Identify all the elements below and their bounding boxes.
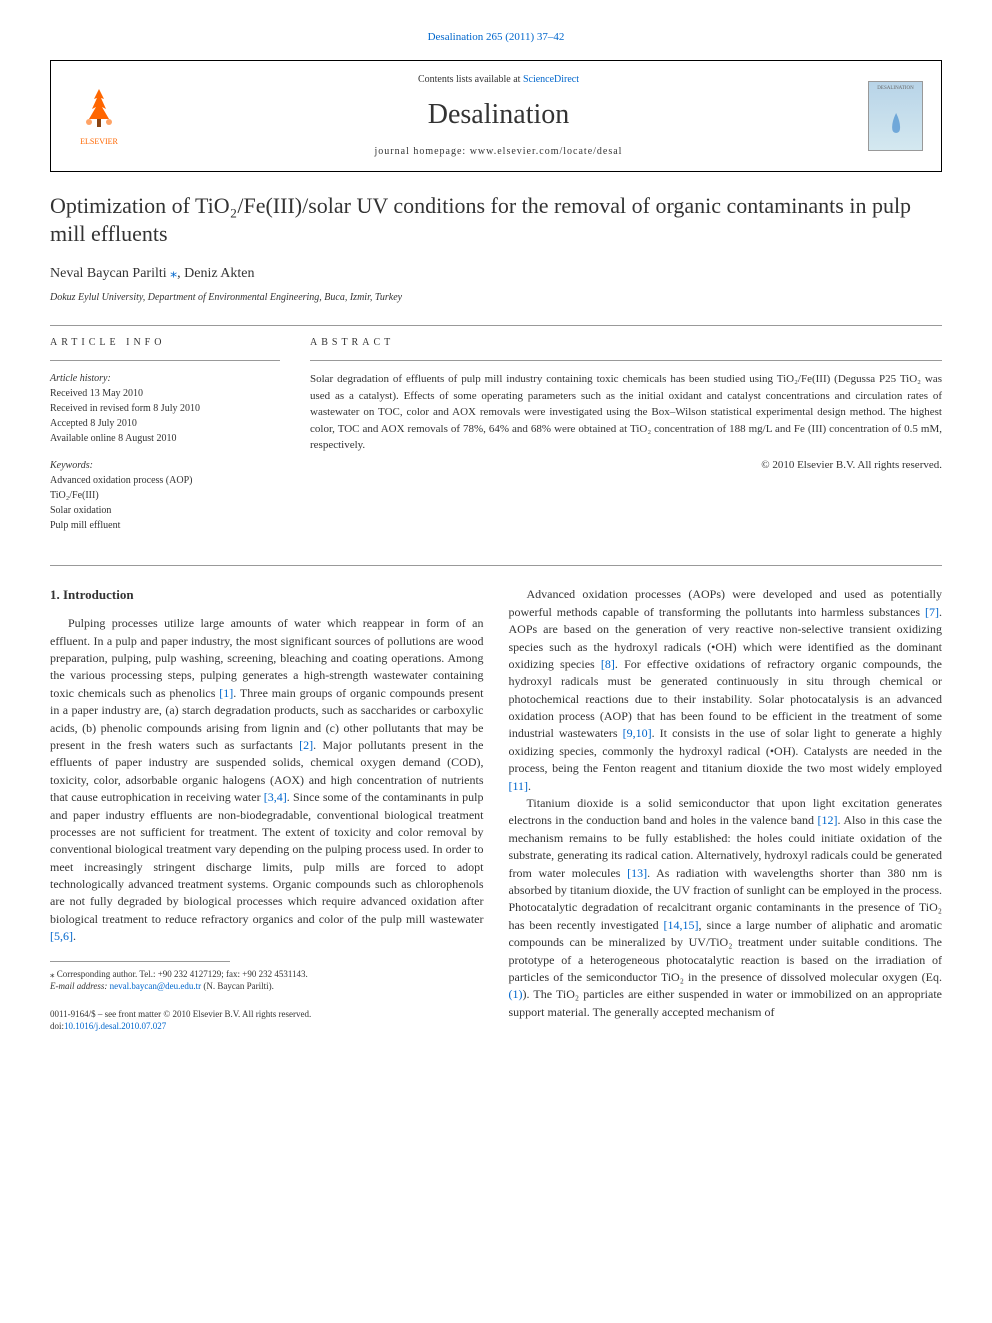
article-info-column: article info Article history: Received 1… (50, 336, 280, 545)
cite-3[interactable]: [3,4] (264, 790, 287, 804)
info-divider-1 (50, 360, 280, 361)
cite-2[interactable]: [2] (299, 738, 313, 752)
revised-date: Received in revised form 8 July 2010 (50, 401, 280, 416)
cite-10[interactable]: [13] (627, 866, 647, 880)
p1-text-e: . (73, 929, 76, 943)
abstract-column: abstract Solar degradation of effluents … (310, 336, 942, 545)
cite-9[interactable]: [12] (818, 813, 838, 827)
received-date: Received 13 May 2010 (50, 386, 280, 401)
journal-header-box: ELSEVIER Contents lists available at Sci… (50, 60, 942, 171)
online-date: Available online 8 August 2010 (50, 431, 280, 446)
divider-top (50, 325, 942, 326)
contents-prefix: Contents lists available at (418, 74, 523, 85)
paragraph-3: Titanium dioxide is a solid semiconducto… (509, 795, 943, 1021)
article-title: Optimization of TiO₂/Fe(III)/solar UV co… (50, 192, 942, 249)
footer-divider (50, 961, 230, 962)
cite-5[interactable]: [7] (925, 605, 939, 619)
paragraph-1: Pulping processes utilize large amounts … (50, 615, 484, 945)
email-label: E-mail address: (50, 981, 107, 991)
issn-line: 0011-9164/$ – see front matter © 2010 El… (50, 1008, 484, 1021)
cite-12[interactable]: (1) (509, 987, 523, 1001)
p3-text-e: ). The TiO₂ particles are either suspend… (509, 987, 943, 1018)
cite-8[interactable]: [11] (509, 779, 529, 793)
journal-reference: Desalination 265 (2011) 37–42 (50, 30, 942, 45)
contents-available-line: Contents lists available at ScienceDirec… (129, 73, 868, 87)
keyword-1: Advanced oxidation process (AOP) (50, 473, 280, 488)
abstract-text: Solar degradation of effluents of pulp m… (310, 371, 942, 454)
doi-label: doi: (50, 1021, 64, 1031)
cite-4[interactable]: [5,6] (50, 929, 73, 943)
cite-7[interactable]: [9,10] (623, 726, 652, 740)
author-1: Neval Baycan Parilti (50, 266, 170, 281)
history-label: Article history: (50, 371, 280, 386)
elsevier-label: ELSEVIER (80, 136, 118, 147)
p2-text-a: Advanced oxidation processes (AOPs) were… (509, 587, 943, 618)
keyword-3: Solar oxidation (50, 503, 280, 518)
cover-droplet-icon (869, 105, 924, 145)
abstract-copyright: © 2010 Elsevier B.V. All rights reserved… (310, 458, 942, 473)
journal-title: Desalination (129, 95, 868, 134)
affiliation: Dokuz Eylul University, Department of En… (50, 291, 942, 305)
abstract-header: abstract (310, 336, 942, 350)
elsevier-tree-icon (74, 84, 124, 134)
author-2: , Deniz Akten (177, 266, 254, 281)
journal-homepage: journal homepage: www.elsevier.com/locat… (129, 145, 868, 159)
keyword-4: Pulp mill effluent (50, 518, 280, 533)
header-center: Contents lists available at ScienceDirec… (129, 73, 868, 158)
keywords-label: Keywords: (50, 458, 280, 473)
section-1-title: 1. Introduction (50, 586, 484, 605)
email-link[interactable]: neval.baycan@deu.edu.tr (110, 981, 202, 991)
corresponding-author-note: ⁎ Corresponding author. Tel.: +90 232 41… (50, 968, 484, 993)
article-info-header: article info (50, 336, 280, 350)
info-abstract-row: article info Article history: Received 1… (50, 336, 942, 545)
cover-label: DESALINATION (869, 82, 922, 92)
cite-11[interactable]: [14,15] (664, 918, 699, 932)
accepted-date: Accepted 8 July 2010 (50, 416, 280, 431)
authors-line: Neval Baycan Parilti ⁎, Deniz Akten (50, 264, 942, 284)
corr-text: ⁎ Corresponding author. Tel.: +90 232 41… (50, 968, 484, 981)
paragraph-2: Advanced oxidation processes (AOPs) were… (509, 586, 943, 795)
elsevier-logo: ELSEVIER (69, 81, 129, 151)
sciencedirect-link[interactable]: ScienceDirect (523, 74, 579, 85)
abstract-divider (310, 360, 942, 361)
keyword-2: TiO₂/Fe(III) (50, 488, 280, 503)
main-body-columns: 1. Introduction Pulping processes utiliz… (50, 586, 942, 1033)
cite-6[interactable]: [8] (601, 657, 615, 671)
main-divider (50, 565, 942, 566)
journal-cover-thumbnail: DESALINATION (868, 81, 923, 151)
email-suffix: (N. Baycan Parilti). (201, 981, 274, 991)
keywords-block: Keywords: Advanced oxidation process (AO… (50, 458, 280, 533)
cite-1[interactable]: [1] (219, 686, 233, 700)
article-history: Article history: Received 13 May 2010 Re… (50, 371, 280, 446)
bottom-publication-info: 0011-9164/$ – see front matter © 2010 El… (50, 1008, 484, 1033)
p2-text-e: . (528, 779, 531, 793)
p1-text-d: . Since some of the contaminants in pulp… (50, 790, 484, 926)
doi-link[interactable]: 10.1016/j.desal.2010.07.027 (64, 1021, 166, 1031)
